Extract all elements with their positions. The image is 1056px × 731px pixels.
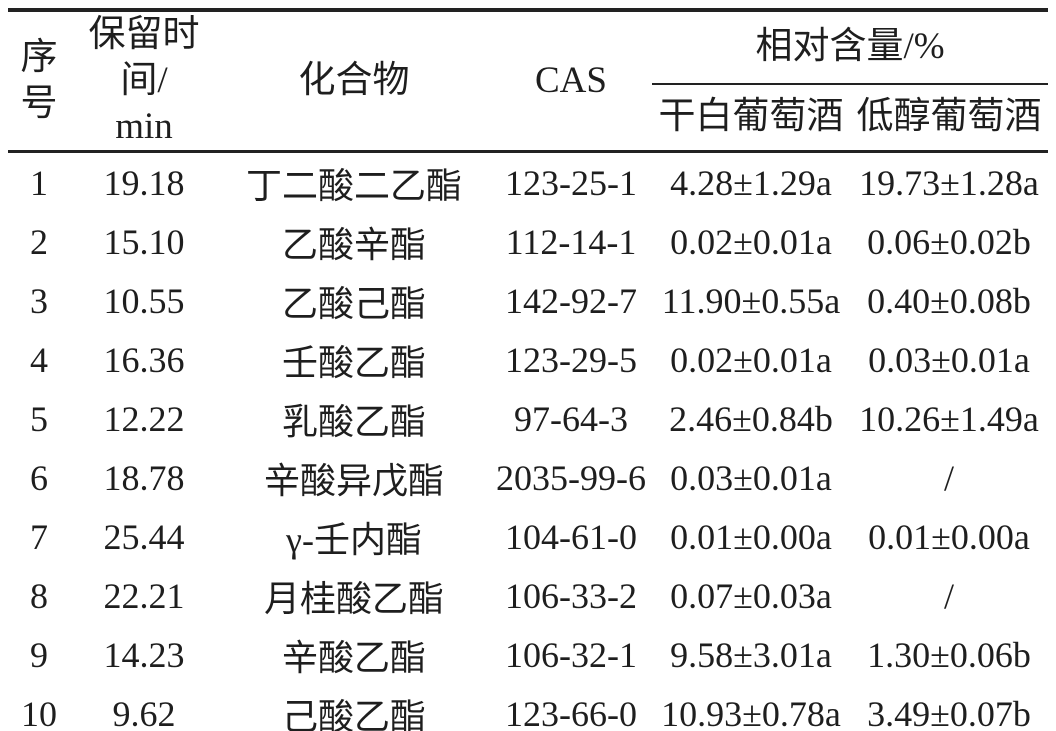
cell-retention-time: 10.55 bbox=[103, 280, 185, 321]
cell-low-alcohol-content: 0.40±0.08b bbox=[867, 280, 1031, 321]
table-body: 1 19.18 丁二酸二乙酯 123-25-1 4.28±1.29a 19.73… bbox=[8, 152, 1048, 731]
cell-compound: 乳酸乙酯 bbox=[281, 401, 426, 442]
cell-low-alcohol-content: 0.03±0.01a bbox=[868, 339, 1030, 380]
table-row: 7 25.44 γ-壬内酯 104-61-0 0.01±0.00a 0.01±0… bbox=[8, 507, 1048, 566]
cell-dry-wine-content: 0.07±0.03a bbox=[670, 575, 832, 616]
cell-retention-time: 22.21 bbox=[103, 575, 185, 616]
table-row: 9 14.23 辛酸乙酯 106-32-1 9.58±3.01a 1.30±0.… bbox=[8, 625, 1048, 684]
cell-dry-wine-content: 0.02±0.01a bbox=[670, 339, 832, 380]
header-no-line2: 号 bbox=[20, 83, 58, 124]
cell-dry-wine-content: 4.28±1.29a bbox=[670, 162, 832, 203]
cell-cas: 106-33-2 bbox=[505, 575, 637, 616]
cell-compound: 己酸乙酯 bbox=[281, 696, 426, 731]
cell-cas: 123-66-0 bbox=[505, 693, 637, 731]
cell-low-alcohol-content: 0.06±0.02b bbox=[867, 221, 1031, 262]
cell-no: 7 bbox=[30, 516, 48, 557]
table-row: 10 9.62 己酸乙酯 123-66-0 10.93±0.78a 3.49±0… bbox=[8, 684, 1048, 731]
table-header: 序 号 保留时间/ min 化合物 CAS 相对含量/% 干白葡萄酒 低醇葡萄酒 bbox=[8, 10, 1049, 153]
cell-dry-wine-content: 2.46±0.84b bbox=[669, 398, 833, 439]
cell-low-alcohol-content: 3.49±0.07b bbox=[867, 693, 1031, 731]
cell-low-alcohol-content: 10.26±1.49a bbox=[859, 398, 1039, 439]
header-low-alcohol-wine: 低醇葡萄酒 bbox=[850, 83, 1049, 153]
cell-dry-wine-content: 0.01±0.00a bbox=[670, 516, 832, 557]
cell-compound: γ-壬内酯 bbox=[286, 519, 422, 560]
cell-low-alcohol-content: 1.30±0.06b bbox=[867, 634, 1031, 675]
cell-cas: 112-14-1 bbox=[505, 221, 637, 262]
cell-compound: 丁二酸二乙酯 bbox=[245, 165, 462, 206]
header-retention-line1: 保留时间/ bbox=[88, 14, 200, 101]
cell-retention-time: 15.10 bbox=[103, 221, 185, 262]
cell-no: 1 bbox=[30, 162, 48, 203]
table-row: 2 15.10 乙酸辛酯 112-14-1 0.02±0.01a 0.06±0.… bbox=[8, 212, 1048, 271]
header-dry-white-wine: 干白葡萄酒 bbox=[652, 83, 850, 153]
cell-no: 2 bbox=[30, 221, 48, 262]
cell-dry-wine-content: 11.90±0.55a bbox=[661, 280, 841, 321]
table-row: 4 16.36 壬酸乙酯 123-29-5 0.02±0.01a 0.03±0.… bbox=[8, 330, 1048, 389]
cell-compound: 辛酸乙酯 bbox=[281, 637, 426, 678]
cell-retention-time: 9.62 bbox=[112, 693, 176, 731]
cell-low-alcohol-content: 19.73±1.28a bbox=[859, 162, 1039, 203]
cell-no: 5 bbox=[30, 398, 48, 439]
cell-dry-wine-content: 0.02±0.01a bbox=[670, 221, 832, 262]
cell-dry-wine-content: 10.93±0.78a bbox=[661, 693, 841, 731]
cell-retention-time: 16.36 bbox=[103, 339, 185, 380]
cell-compound: 月桂酸乙酯 bbox=[263, 578, 444, 619]
table-row: 5 12.22 乳酸乙酯 97-64-3 2.46±0.84b 10.26±1.… bbox=[8, 389, 1048, 448]
cell-dry-wine-content: 9.58±3.01a bbox=[670, 634, 832, 675]
cell-no: 4 bbox=[30, 339, 48, 380]
cell-low-alcohol-content: / bbox=[944, 457, 955, 498]
table-row: 1 19.18 丁二酸二乙酯 123-25-1 4.28±1.29a 19.73… bbox=[8, 152, 1048, 213]
header-relative-content: 相对含量/% bbox=[652, 10, 1049, 85]
cell-compound: 乙酸己酯 bbox=[281, 283, 426, 324]
cell-low-alcohol-content: / bbox=[944, 575, 955, 616]
cell-retention-time: 14.23 bbox=[103, 634, 185, 675]
header-cas: CAS bbox=[490, 10, 652, 153]
header-retention-line2: min bbox=[115, 106, 173, 147]
cell-compound: 辛酸异戊酯 bbox=[263, 460, 444, 501]
header-retention-time: 保留时间/ min bbox=[70, 10, 218, 153]
header-no-line1: 序 bbox=[20, 37, 58, 78]
cell-retention-time: 18.78 bbox=[103, 457, 185, 498]
cell-compound: 壬酸乙酯 bbox=[281, 342, 426, 383]
cell-no: 8 bbox=[30, 575, 48, 616]
cell-cas: 97-64-3 bbox=[514, 398, 628, 439]
cell-no: 3 bbox=[30, 280, 48, 321]
cell-no: 10 bbox=[21, 693, 57, 731]
header-row-sub: 干白葡萄酒 低醇葡萄酒 bbox=[8, 83, 1049, 153]
cell-cas: 2035-99-6 bbox=[496, 457, 646, 498]
header-row-top: 序 号 保留时间/ min 化合物 CAS 相对含量/% bbox=[8, 10, 1049, 153]
cell-retention-time: 12.22 bbox=[103, 398, 185, 439]
cell-cas: 123-29-5 bbox=[505, 339, 637, 380]
table-row: 8 22.21 月桂酸乙酯 106-33-2 0.07±0.03a / bbox=[8, 566, 1048, 625]
cell-no: 6 bbox=[30, 457, 48, 498]
header-compound: 化合物 bbox=[218, 10, 490, 153]
cell-retention-time: 25.44 bbox=[103, 516, 185, 557]
cell-low-alcohol-content: 0.01±0.00a bbox=[868, 516, 1030, 557]
cell-cas: 104-61-0 bbox=[505, 516, 637, 557]
table-row: 6 18.78 辛酸异戊酯 2035-99-6 0.03±0.01a / bbox=[8, 448, 1048, 507]
header-no: 序 号 bbox=[8, 10, 70, 153]
compounds-table: 序 号 保留时间/ min 化合物 CAS 相对含量/% 干白葡萄酒 低醇葡萄酒… bbox=[8, 8, 1049, 731]
cell-no: 9 bbox=[30, 634, 48, 675]
table-row: 3 10.55 乙酸己酯 142-92-7 11.90±0.55a 0.40±0… bbox=[8, 271, 1048, 330]
cell-cas: 106-32-1 bbox=[505, 634, 637, 675]
cell-retention-time: 19.18 bbox=[103, 162, 185, 203]
cell-cas: 142-92-7 bbox=[505, 280, 637, 321]
cell-cas: 123-25-1 bbox=[505, 162, 637, 203]
cell-dry-wine-content: 0.03±0.01a bbox=[670, 457, 832, 498]
cell-compound: 乙酸辛酯 bbox=[281, 224, 426, 265]
